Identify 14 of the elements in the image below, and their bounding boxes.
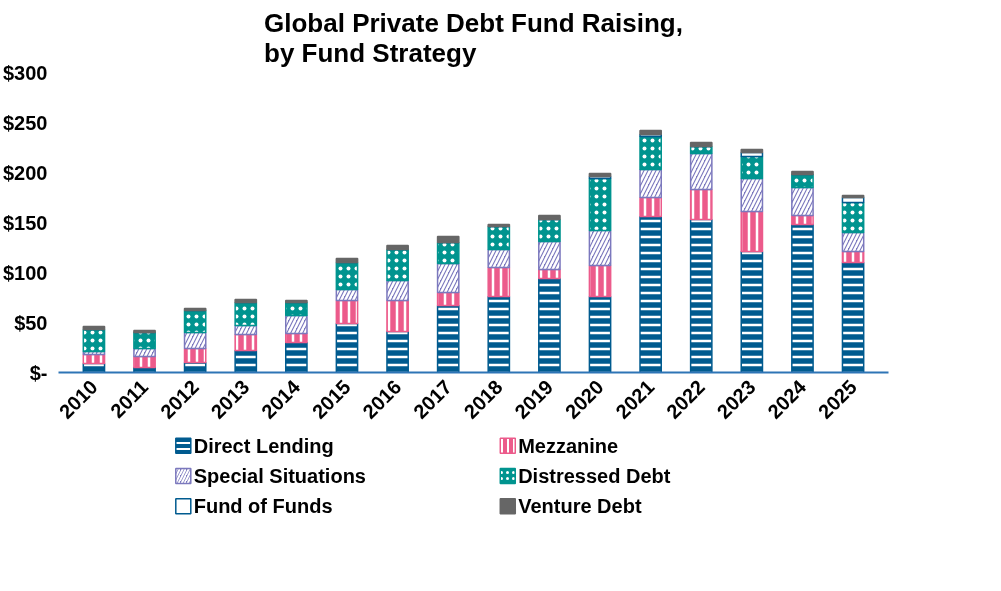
legend-label: Special Situations (193, 464, 366, 487)
y-tick-label: $150 (3, 211, 48, 234)
y-tick-label: $50 (14, 311, 48, 334)
legend-label: Mezzanine (518, 434, 619, 457)
legend-label: Direct Lending (193, 434, 334, 457)
legend-label: Fund of Funds (193, 495, 333, 518)
legend-label: Venture Debt (518, 495, 642, 518)
y-tick-label: $- (29, 361, 48, 384)
y-tick-label: $100 (3, 261, 48, 284)
y-tick-label: $300 (3, 61, 48, 84)
y-tick-label: $200 (3, 161, 48, 184)
chart-title: Global Private Debt Fund Raising, by Fund Strategy (264, 7, 683, 68)
y-tick-label: $250 (3, 111, 48, 134)
legend-label: Distressed Debt (518, 464, 671, 487)
